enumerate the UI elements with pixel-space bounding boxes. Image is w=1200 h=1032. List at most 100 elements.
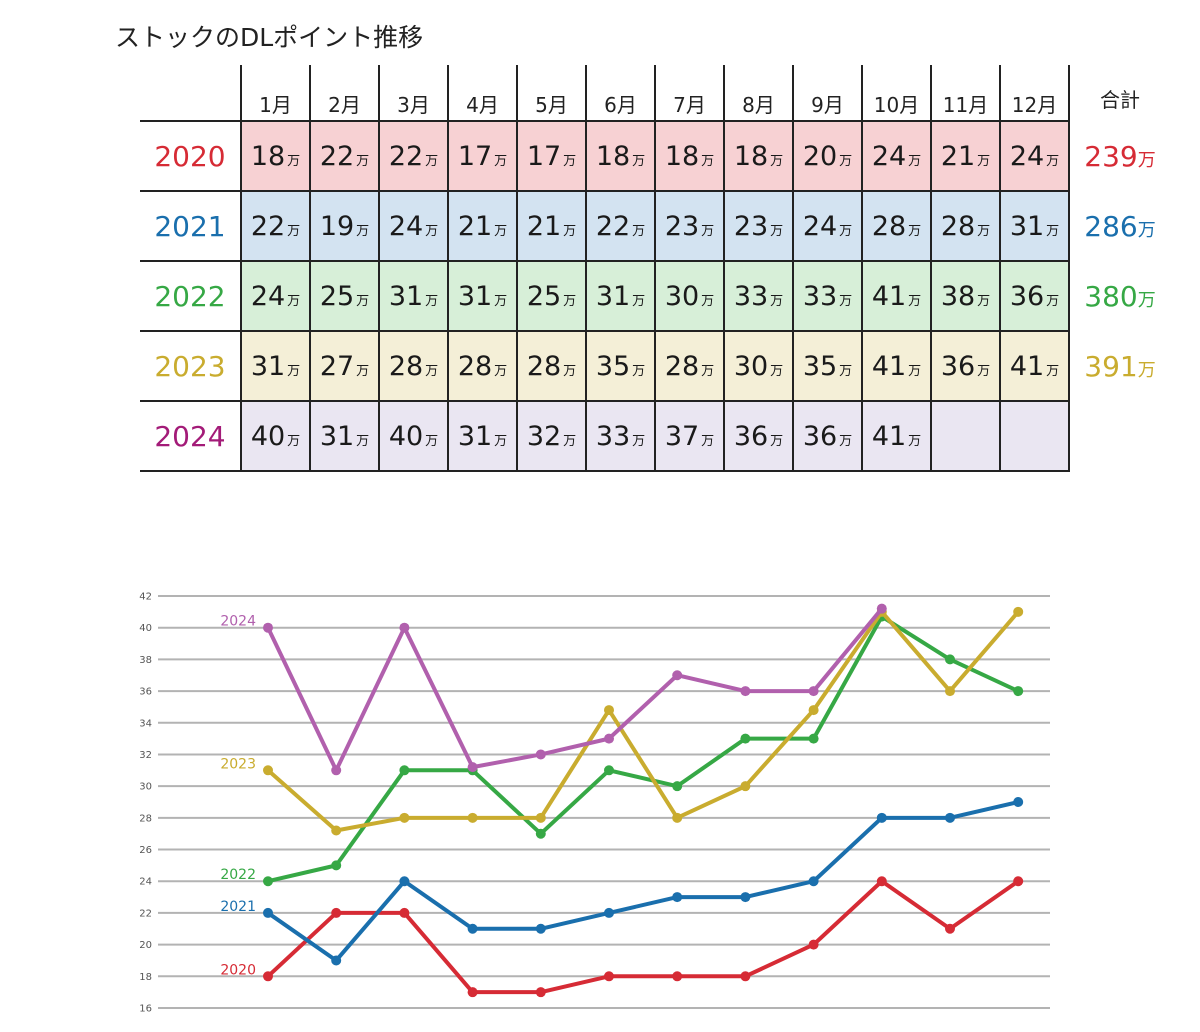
value-cell: 18 万	[585, 120, 656, 192]
value-cell: 24 万	[378, 190, 449, 262]
value-cell: 24 万	[792, 190, 863, 262]
cell-unit: 万	[494, 293, 508, 309]
cell-value: 30	[664, 280, 700, 312]
cell-value: 33	[595, 420, 631, 452]
cell-unit: 万	[977, 293, 991, 309]
cell-unit: 万	[425, 153, 439, 169]
cell-value: 28	[664, 350, 700, 382]
data-point	[399, 876, 410, 887]
value-cell: 27 万	[309, 330, 380, 402]
cell-value: 38	[940, 280, 976, 312]
year-label: 2020	[140, 121, 241, 192]
cell-unit: 万	[425, 433, 439, 449]
month-header-9: 9月	[792, 65, 863, 122]
value-cell: 36 万	[792, 400, 863, 472]
cell-unit: 万	[356, 223, 370, 239]
y-tick-label: 22	[139, 908, 152, 919]
month-header-1: 1月	[240, 65, 311, 122]
data-point	[945, 812, 955, 823]
cell-unit: 万	[839, 153, 853, 169]
year-label: 2024	[140, 401, 241, 472]
cell-value: 31	[319, 420, 355, 452]
value-cell: 31 万	[309, 400, 380, 472]
value-cell: 24 万	[999, 120, 1070, 192]
data-point	[672, 892, 683, 903]
value-cell: 22 万	[309, 120, 380, 192]
value-cell: 17 万	[516, 120, 587, 192]
value-cell: 31 万	[240, 330, 311, 402]
value-cell: 33 万	[792, 260, 863, 332]
cell-value: 31	[595, 280, 631, 312]
cell-value: 28	[526, 350, 562, 382]
cell-value: 24	[1009, 140, 1045, 172]
data-point	[740, 892, 751, 903]
cell-unit: 万	[770, 433, 784, 449]
chart-gridlines	[158, 595, 1050, 1009]
cell-value: 33	[802, 280, 838, 312]
value-cell: 21 万	[930, 120, 1001, 192]
value-cell: 35 万	[585, 330, 656, 402]
data-point	[604, 733, 614, 744]
cell-unit: 万	[563, 153, 577, 169]
data-point	[535, 812, 546, 823]
cell-value: 23	[733, 210, 769, 242]
value-cell: 28 万	[447, 330, 518, 402]
cell-unit: 万	[977, 363, 991, 379]
value-cell: 30 万	[654, 260, 725, 332]
cell-value: 36	[1009, 280, 1045, 312]
data-point	[331, 955, 342, 966]
value-cell: 28 万	[378, 330, 449, 402]
table-row-2021: 2021 22 万 19 万 24 万 21 万 21 万 22 万 23 万 23 万 24 万 28 万 28 万 31 万…	[140, 190, 1170, 262]
data-point	[740, 733, 751, 744]
cell-unit: 万	[356, 153, 370, 169]
cell-value: 18	[595, 140, 631, 172]
value-cell: 19 万	[309, 190, 380, 262]
cell-value: 20	[802, 140, 838, 172]
data-point	[263, 622, 273, 633]
value-cell: 31 万	[585, 260, 656, 332]
data-point	[1013, 797, 1024, 807]
cell-value: 40	[250, 420, 286, 452]
cell-unit: 万	[287, 223, 301, 239]
cell-unit: 万	[425, 293, 439, 309]
data-point	[808, 686, 819, 697]
data-point	[331, 825, 342, 836]
value-cell: 30 万	[723, 330, 794, 402]
cell-unit: 万	[839, 363, 853, 379]
value-cell: 21 万	[447, 190, 518, 262]
value-cell: 31 万	[447, 400, 518, 472]
data-point	[467, 762, 478, 773]
cell-value: 25	[526, 280, 562, 312]
cell-unit: 万	[356, 363, 370, 379]
cell-unit: 万	[839, 223, 853, 239]
chart-series	[263, 603, 1024, 998]
data-point	[604, 765, 614, 776]
series-label-2021: 2021	[220, 899, 256, 915]
cell-value: 25	[319, 280, 355, 312]
value-cell: 36 万	[930, 330, 1001, 402]
cell-value: 27	[319, 350, 355, 382]
value-cell: 28 万	[861, 190, 932, 262]
cell-value: 30	[733, 350, 769, 382]
cell-value: 24	[250, 280, 286, 312]
cell-unit: 万	[425, 223, 439, 239]
series-line-2023	[266, 609, 1021, 833]
cell-value: 23	[664, 210, 700, 242]
cell-unit: 万	[563, 363, 577, 379]
cell-unit: 万	[632, 223, 646, 239]
data-point	[672, 781, 683, 792]
data-point	[808, 705, 819, 716]
data-point	[331, 765, 342, 776]
data-point	[535, 987, 546, 998]
data-point	[535, 923, 546, 934]
cell-value: 28	[388, 350, 424, 382]
data-point	[876, 876, 887, 887]
value-cell: 31 万	[447, 260, 518, 332]
total-unit: 万	[1137, 359, 1156, 381]
data-point	[1013, 876, 1024, 887]
cell-unit: 万	[425, 363, 439, 379]
cell-value: 21	[457, 210, 493, 242]
total-value: 391	[1084, 349, 1138, 383]
series-label-2022: 2022	[220, 867, 256, 883]
data-point	[467, 812, 478, 823]
